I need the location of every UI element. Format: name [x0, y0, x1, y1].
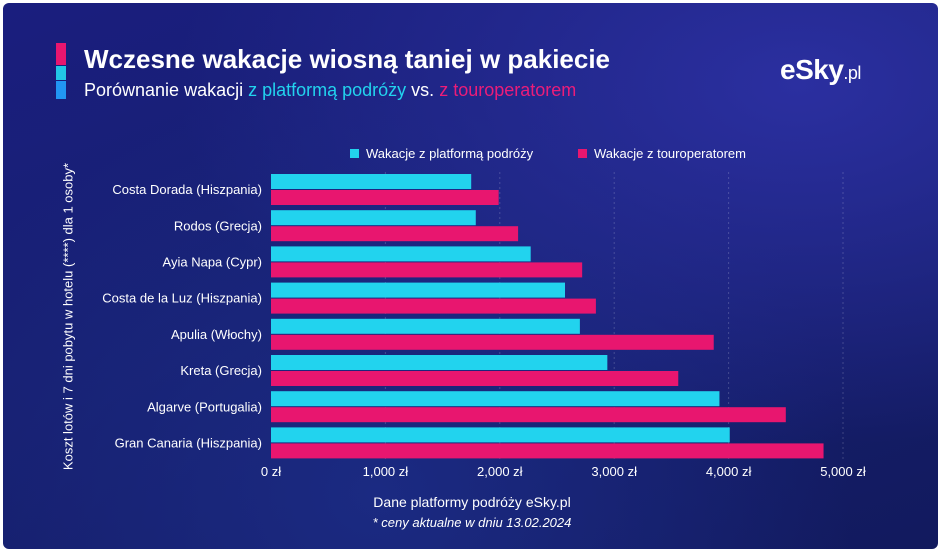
logo-main: eSky	[780, 54, 844, 85]
page-subtitle: Porównanie wakacji z platformą podróży v…	[84, 80, 576, 101]
category-label: Rodos (Grecja)	[174, 218, 262, 233]
accent-bar-blue	[56, 81, 66, 99]
bar-platform	[271, 318, 580, 334]
bar-touroperator	[271, 407, 786, 423]
bar-touroperator	[271, 443, 824, 459]
bar-touroperator	[271, 298, 596, 314]
bar-platform	[271, 246, 531, 262]
bar-touroperator	[271, 262, 583, 278]
subtitle-platform: z platformą podróży	[248, 80, 407, 100]
accent-bar-cyan	[56, 66, 66, 80]
x-tick-label: 5,000 zł	[820, 464, 866, 479]
bar-platform	[271, 355, 608, 370]
category-label: Costa de la Luz (Hiszpania)	[102, 291, 262, 306]
bar-platform	[271, 427, 730, 443]
legend-label-platform: Wakacje z platformą podróży	[366, 146, 534, 161]
x-tick-label: 2,000 zł	[477, 464, 523, 479]
subtitle-vs: vs.	[406, 80, 440, 100]
legend-item-platform: Wakacje z platformą podróży	[350, 146, 533, 161]
bar-platform	[271, 174, 472, 189]
source-note: Dane platformy podróży eSky.pl	[373, 494, 571, 510]
category-label: Ayia Napa (Cypr)	[163, 255, 262, 270]
category-label: Gran Canaria (Hiszpania)	[115, 436, 262, 451]
x-tick-label: 0 zł	[261, 464, 281, 479]
bar-touroperator	[271, 226, 519, 242]
logo-suffix: .pl	[843, 63, 861, 83]
esky-logo: eSky.pl	[780, 54, 861, 86]
bar-platform	[271, 282, 566, 298]
bar-platform	[271, 210, 476, 226]
legend-label-touroperator: Wakacje z touroperatorem	[594, 146, 746, 161]
subtitle-part-1: Porównanie wakacji	[84, 80, 249, 100]
bar-touroperator	[271, 371, 679, 386]
bar-touroperator	[271, 190, 499, 205]
x-tick-label: 1,000 zł	[363, 464, 409, 479]
bar-touroperator	[271, 334, 714, 350]
legend-swatch-touroperator	[578, 149, 587, 158]
bar-platform	[271, 391, 720, 407]
legend-item-touroperator: Wakacje z touroperatorem	[578, 146, 746, 161]
category-label: Algarve (Portugalia)	[147, 399, 262, 414]
x-tick-label: 3,000 zł	[591, 464, 637, 479]
price-date-note: * ceny aktualne w dniu 13.02.2024	[372, 515, 572, 530]
category-label: Costa Dorada (Hiszpania)	[112, 182, 262, 197]
subtitle-touroperator: z touroperatorem	[439, 80, 577, 100]
category-label: Apulia (Włochy)	[171, 327, 262, 342]
category-label: Kreta (Grecja)	[180, 363, 262, 378]
x-tick-label: 4,000 zł	[706, 464, 752, 479]
page-title: Wczesne wakacje wiosną taniej w pakiecie	[84, 44, 611, 74]
legend-swatch-platform	[350, 149, 359, 158]
accent-bar-pink	[56, 43, 66, 65]
